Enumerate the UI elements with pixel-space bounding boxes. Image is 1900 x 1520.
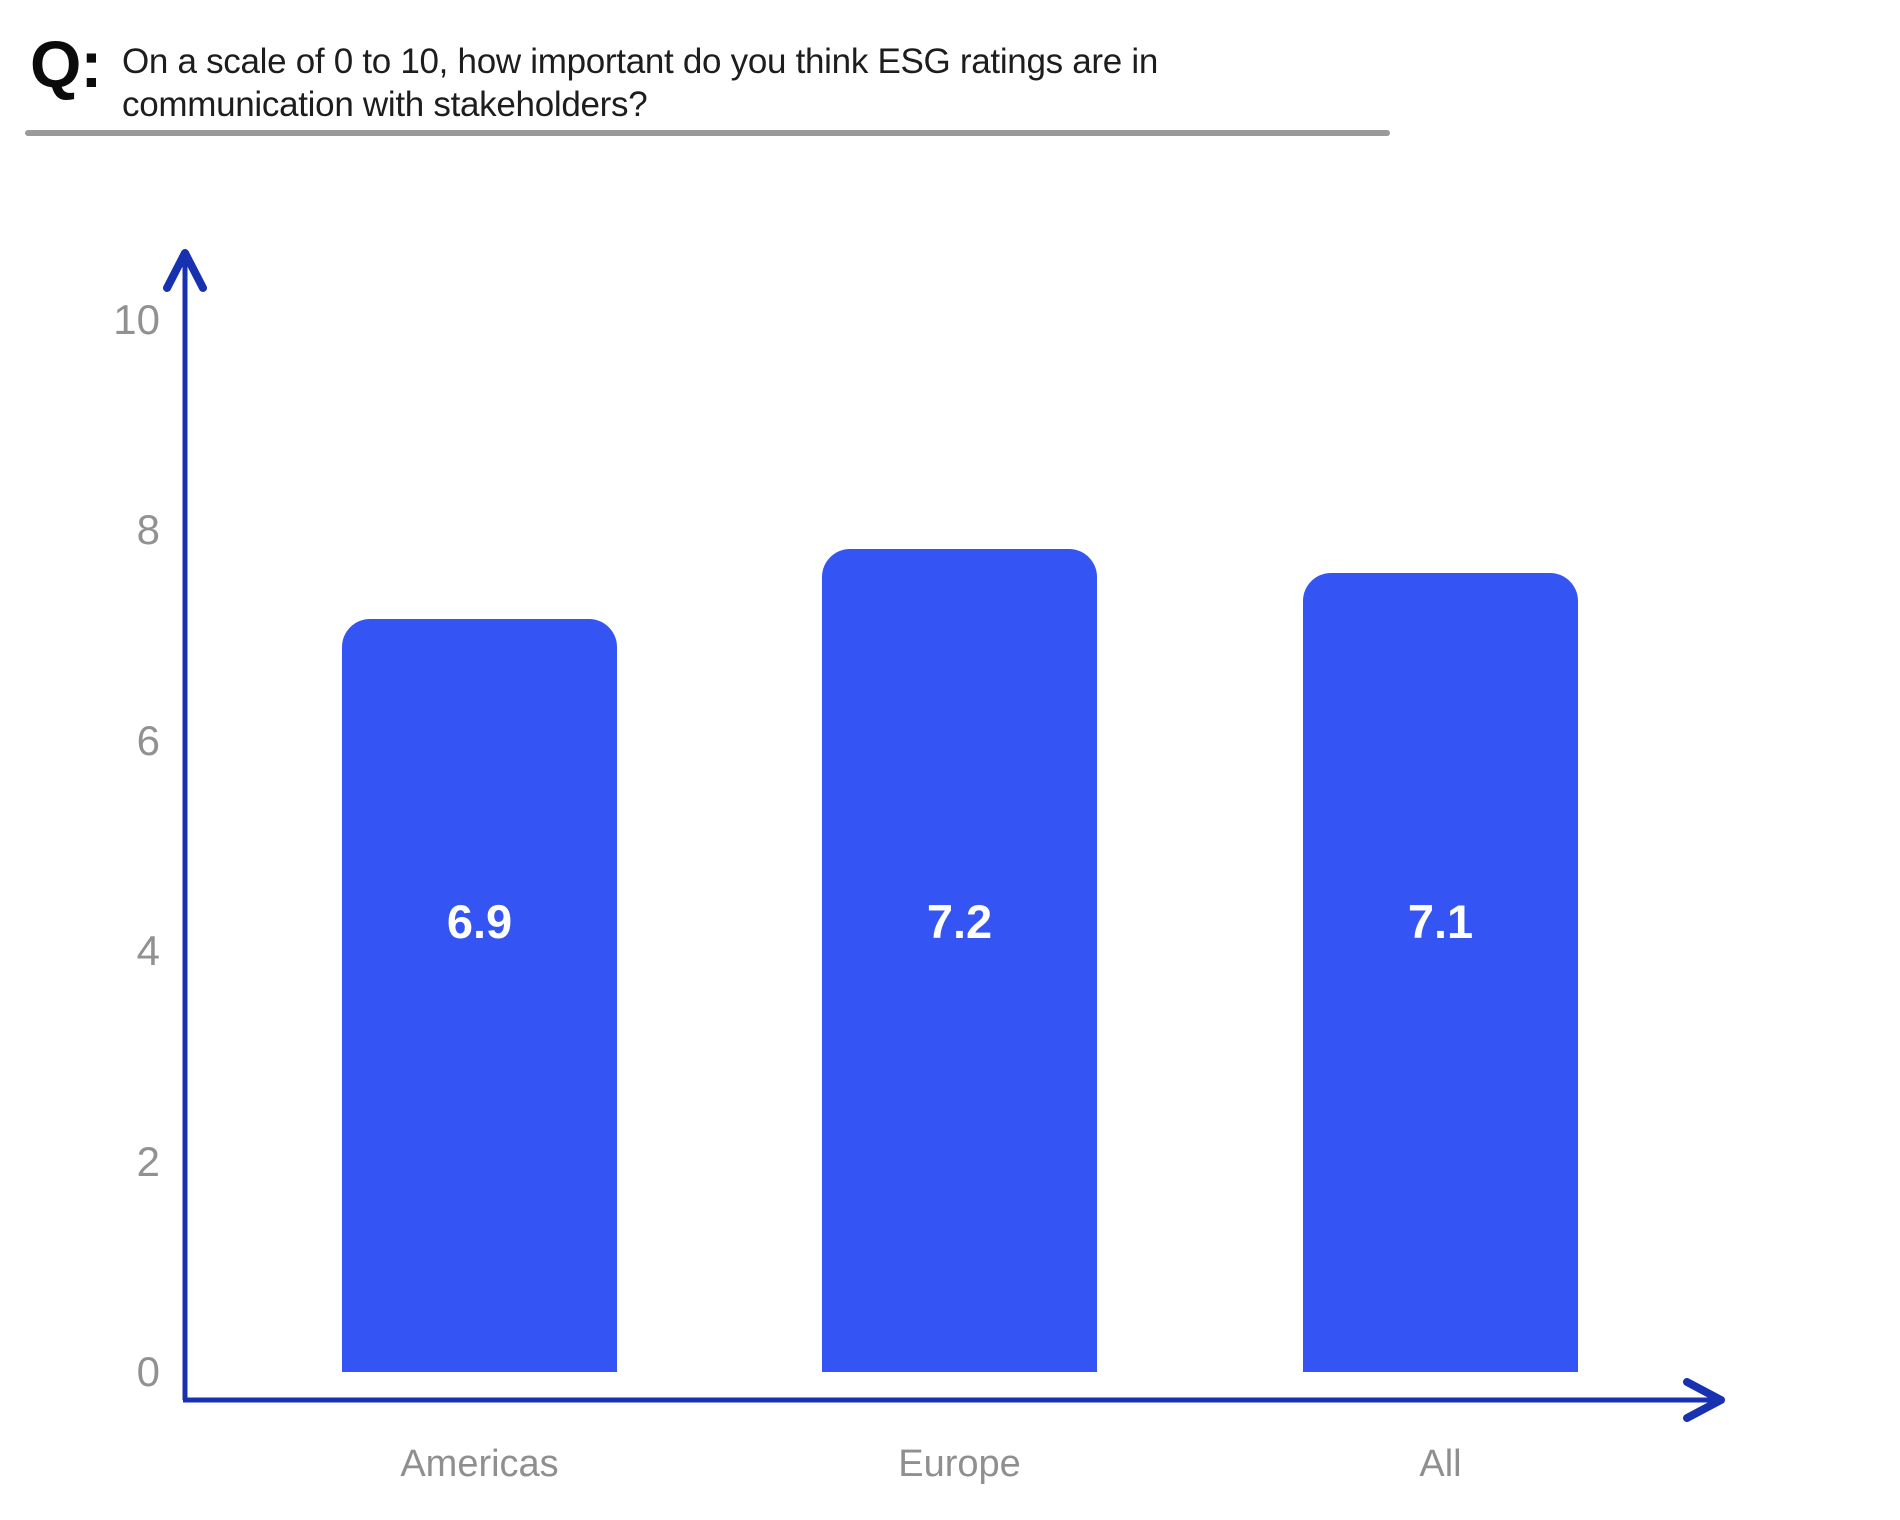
y-tick-label-2: 2 — [136, 1137, 160, 1185]
y-tick-label-4: 4 — [136, 927, 160, 975]
bar-europe — [822, 549, 1097, 1372]
category-label-all: All — [1419, 1443, 1462, 1485]
title-underline-rule — [25, 130, 1390, 136]
y-tick-label-0: 0 — [136, 1348, 160, 1395]
bar-all — [1303, 573, 1578, 1372]
y-tick-label-10: 10 — [113, 296, 160, 343]
bar-americas — [342, 619, 617, 1372]
bar-value-label-europe: 7.2 — [926, 895, 993, 948]
bar-value-label-all: 7.1 — [1407, 895, 1474, 948]
category-label-americas: Americas — [400, 1443, 559, 1485]
category-label-europe: Europe — [898, 1443, 1021, 1485]
y-axis-arrow-icon — [163, 249, 207, 292]
x-axis-arrow-icon — [1683, 1378, 1725, 1422]
question-title-line1: On a scale of 0 to 10, how important do … — [122, 42, 1159, 81]
question-prefix-label: Q: — [30, 27, 102, 101]
question-title-line2: communication with stakeholders? — [122, 85, 648, 124]
y-tick-label-6: 6 — [136, 716, 160, 764]
y-tick-label-8: 8 — [136, 506, 160, 554]
chart-question-title: On a scale of 0 to 10, how important do … — [122, 40, 1158, 126]
bar-value-label-americas: 6.9 — [446, 895, 513, 948]
